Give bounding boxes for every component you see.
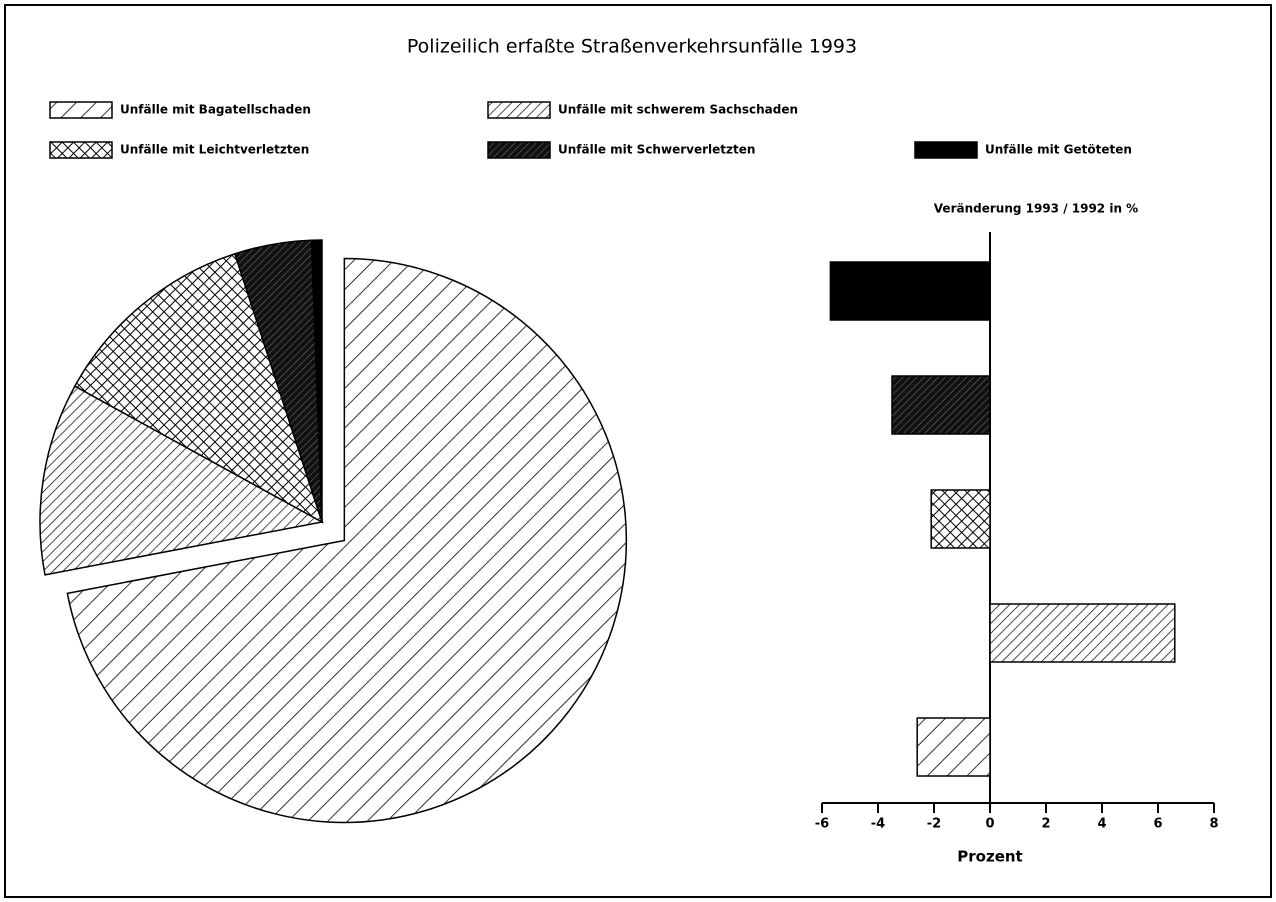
legend-swatch [914,141,978,159]
x-tick-label: 8 [1209,817,1218,832]
legend-swatch [49,141,113,159]
x-tick-label: 2 [1041,817,1050,832]
bar [891,375,991,435]
x-tick-label: 0 [985,817,994,832]
pie-slice [310,239,323,523]
legend-label: Unfälle mit Getöteten [985,143,1132,157]
bar [989,603,1176,663]
x-axis-label: Prozent [957,848,1022,866]
x-tick-label: -2 [927,817,941,832]
x-tick-label: 4 [1097,817,1106,832]
bar [829,261,991,321]
legend-label: Unfälle mit Leichtverletzten [120,143,309,157]
x-tick-label: 6 [1153,817,1162,832]
legend-label: Unfälle mit Schwerverletzten [558,143,755,157]
legend-label: Unfälle mit Bagatellschaden [120,103,311,117]
x-tick-label: -6 [815,817,829,832]
frame [4,4,1272,898]
pie-slice [39,385,325,576]
legend-label: Unfälle mit schwerem Sachschaden [558,103,798,117]
pie-slice [66,257,628,824]
x-tick-label: -4 [871,817,885,832]
bar [930,489,991,549]
legend-swatch [487,141,551,159]
chart-title: Polizeilich erfaßte Straßenverkehrsunfäl… [407,36,857,58]
legend-swatch [49,101,113,119]
bar-title: Veränderung 1993 / 1992 in % [934,202,1138,216]
pie-slice [73,252,324,524]
bar [916,717,991,777]
legend-swatch [487,101,551,119]
